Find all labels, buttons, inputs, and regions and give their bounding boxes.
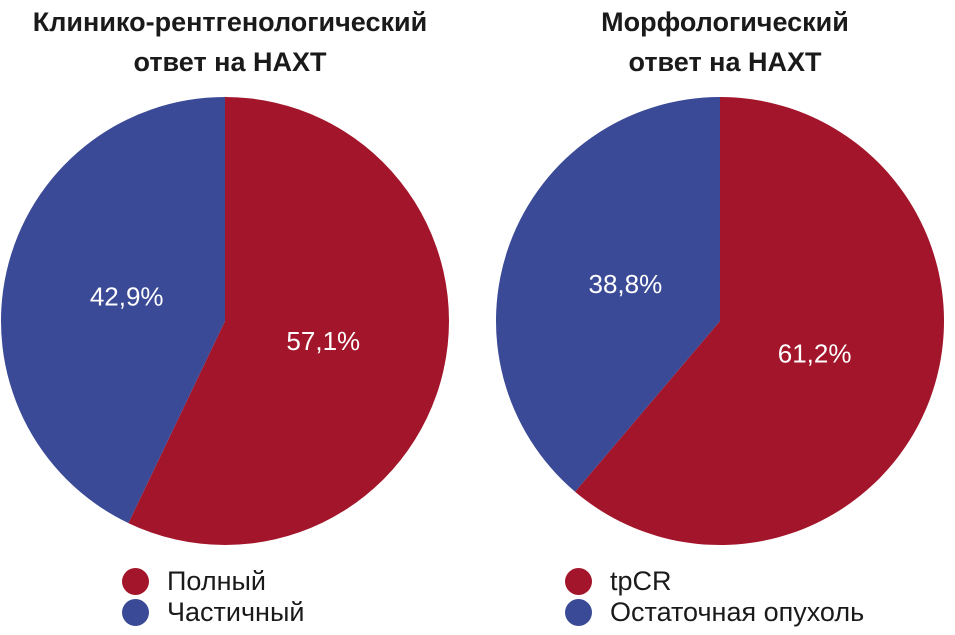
pie-slice-label-1: 38,8% [589, 269, 663, 299]
pie-chart: 57,1% 42,9% [0, 97, 449, 545]
pie-chart: 61,2% 38,8% [495, 97, 944, 545]
legend-item: Полный [122, 566, 304, 597]
legend-label: tpCR [610, 566, 672, 596]
chart-title-line-2: ответ на НАХТ [133, 47, 327, 77]
pie-slice-1 [495, 97, 720, 492]
pie-slice-label-0: 57,1% [286, 326, 360, 356]
pie-slice-0 [575, 97, 944, 545]
legend-swatch-blue [122, 599, 149, 626]
chart-title-line-1: Клинико-рентгенологический [32, 7, 428, 37]
legend-swatch-blue [565, 599, 592, 626]
legend: Полный Частичный [122, 566, 304, 628]
pie-slice-1 [0, 97, 226, 524]
chart-title: Клинико-рентгенологический ответ на НАХТ [0, 2, 460, 82]
chart-title-line-1: Морфологический [601, 7, 849, 37]
legend-swatch-red [122, 568, 149, 595]
legend-label: Частичный [167, 597, 305, 627]
chart-title-line-2: ответ на НАХТ [628, 47, 822, 77]
legend: tpCR Остаточная опухоль [565, 566, 864, 628]
legend-label: Остаточная опухоль [610, 597, 865, 627]
legend-item: tpCR [565, 566, 864, 597]
legend-item: Частичный [122, 597, 304, 628]
legend-swatch-red [565, 568, 592, 595]
pie-slice-label-0: 61,2% [778, 339, 852, 369]
chart-panel-right: Морфологический ответ на НАХТ 61,2% 38,8%… [495, 0, 955, 635]
legend-item: Остаточная опухоль [565, 597, 864, 628]
chart-title: Морфологический ответ на НАХТ [495, 2, 955, 82]
chart-panel-left: Клинико-рентгенологический ответ на НАХТ… [0, 0, 460, 635]
pie-slice-label-1: 42,9% [90, 282, 164, 312]
pie-slice-0 [128, 97, 449, 545]
legend-label: Полный [167, 566, 266, 596]
